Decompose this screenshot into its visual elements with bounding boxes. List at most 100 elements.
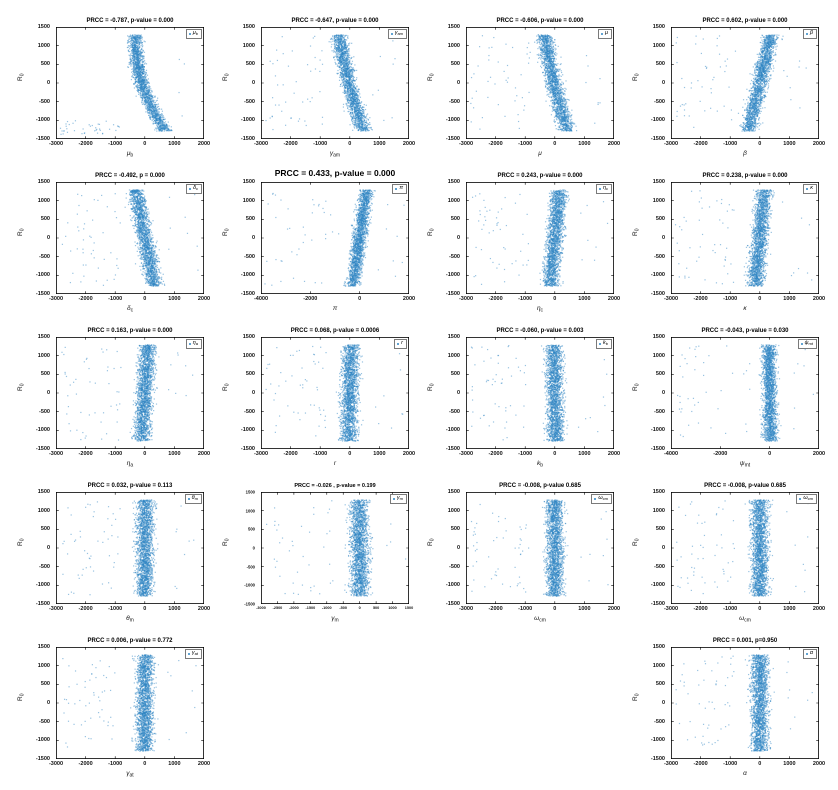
y-tick-label: 1000 [652, 662, 665, 669]
y-tick-label: -1500 [445, 446, 460, 452]
axes-box: ηa [56, 337, 204, 449]
legend-label-subscript: mt [808, 341, 813, 346]
legend-label-subscript: am [397, 31, 403, 36]
subplot-16: PRCC = -0.008, p-value 0.685 R0 -1500 -10… [629, 477, 834, 632]
x-tick-label: -2000 [283, 451, 298, 457]
x-axis-label: κ [671, 305, 819, 314]
x-axis-label-text: γ [329, 150, 334, 157]
legend-marker-dot [188, 187, 191, 190]
subplot-9: PRCC = 0.163, p-value = 0.000 R0 -1500 -1… [14, 322, 219, 477]
plot-title: PRCC = -0.606, p-value = 0.000 [496, 18, 584, 24]
x-tick-label: 1000 [388, 606, 397, 610]
x-tick-label: -500 [339, 606, 348, 610]
x-axis-label-text: r [333, 460, 337, 467]
legend-label: θm [192, 495, 198, 502]
legend-label-subscript: b [605, 341, 608, 346]
x-axis-ticks: -3000 -2000 -1000 0 1000 2000 [459, 606, 620, 614]
y-tick-label: 1000 [447, 42, 460, 49]
y-tick-label: 1500 [37, 24, 50, 30]
axes-box: δc [56, 182, 204, 294]
x-tick-label: 0 [348, 141, 352, 147]
x-tick-label: 1000 [783, 606, 796, 612]
x-axis-ticks: -3000 -2000 -1000 0 1000 2000 [254, 451, 415, 459]
legend: α [802, 649, 817, 659]
x-axis-label: r [261, 460, 409, 469]
x-tick-label: 1000 [783, 296, 796, 302]
legend-label: γat [192, 650, 198, 657]
x-axis-label-subscript: cm [744, 617, 751, 624]
axes-box: β [671, 27, 819, 139]
y-tick-label: -1500 [35, 446, 50, 452]
legend: π [392, 184, 407, 194]
x-tick-label: 1000 [168, 606, 181, 612]
y-tick-label: -1000 [35, 272, 50, 279]
legend-label: π [399, 185, 403, 192]
x-tick-label: 2000 [812, 296, 826, 302]
x-axis-label: kb [466, 460, 614, 469]
axes-box: kb [466, 337, 614, 449]
scatter-points [56, 337, 204, 449]
y-tick-label: 1000 [37, 352, 50, 359]
y-axis-ticks: -1500 -1000 -500 0 500 1000 1500 [434, 179, 462, 297]
y-tick-label: -1500 [244, 601, 255, 607]
scatter-points [466, 337, 614, 449]
y-tick-label: -1500 [445, 136, 460, 142]
x-axis-label-text: δ [126, 305, 131, 312]
legend-label: δc [193, 185, 198, 192]
y-tick-label: 0 [661, 390, 665, 396]
x-tick-label: 2000 [607, 296, 621, 302]
x-tick-label: 2000 [197, 761, 211, 767]
y-tick-label: -1000 [650, 737, 665, 744]
x-tick-label: 1500 [404, 606, 414, 610]
y-tick-label: -1500 [650, 136, 665, 142]
x-tick-label: -1500 [305, 606, 316, 610]
legend-label-subscript: cm [807, 496, 813, 501]
x-axis-label-text: η [126, 460, 131, 467]
y-tick-label: -1500 [240, 291, 255, 297]
scatter-points [56, 27, 204, 139]
y-tick-label: -500 [243, 408, 255, 415]
legend-marker-dot [188, 32, 191, 35]
x-tick-label: 0 [758, 141, 762, 147]
axes-box: ψmt [671, 337, 819, 449]
y-tick-label: -1000 [35, 582, 50, 589]
y-tick-label: -500 [653, 98, 665, 105]
legend-label: ωcm [803, 495, 813, 502]
x-tick-label: -1000 [108, 606, 123, 612]
x-tick-label: 0 [758, 296, 762, 302]
y-tick-label: -500 [246, 564, 255, 570]
y-tick-label: 500 [655, 681, 665, 688]
x-tick-label: 2000 [197, 451, 211, 457]
x-tick-label: -3000 [458, 606, 474, 612]
subplot-18: PRCC = 0.001, p=0.950 R0 -1500 -1000 -500 0… [629, 632, 834, 787]
y-axis-ticks: -1500 -1000 -500 0 500 1000 1500 [24, 489, 52, 607]
x-tick-label: 1000 [373, 141, 386, 147]
y-tick-label: -500 [38, 98, 50, 105]
x-tick-label: 2000 [402, 296, 416, 302]
y-tick-label: 500 [245, 61, 255, 68]
x-tick-label: -2500 [272, 606, 283, 610]
x-tick-label: -1000 [723, 606, 738, 612]
y-tick-label: 1500 [447, 489, 460, 495]
legend: δc [185, 184, 202, 194]
legend-label: kb [603, 340, 608, 347]
legend: μ [597, 29, 612, 39]
x-axis-label-subscript: mt [744, 462, 751, 469]
x-tick-label: 0 [143, 296, 147, 302]
x-axis-ticks: -4000 -2000 0 2000 [664, 451, 825, 459]
x-tick-label: 0 [758, 761, 762, 767]
scatter-points [671, 647, 819, 759]
y-tick-label: -1500 [650, 601, 665, 607]
x-tick-label: -1000 [108, 141, 123, 147]
x-tick-label: 1000 [783, 141, 796, 147]
y-tick-label: -500 [448, 253, 460, 260]
legend-label: ψmt [805, 340, 813, 347]
legend-label-text: ω [598, 495, 603, 501]
x-axis-label-text: γ [331, 615, 335, 622]
x-axis-ticks: -4000 -2000 0 2000 [254, 296, 415, 304]
axes-box: π [261, 182, 409, 294]
x-tick-label: -3000 [663, 761, 679, 767]
y-tick-label: 1000 [37, 662, 50, 669]
x-tick-label: 1000 [168, 451, 181, 457]
y-tick-label: 0 [251, 80, 255, 86]
